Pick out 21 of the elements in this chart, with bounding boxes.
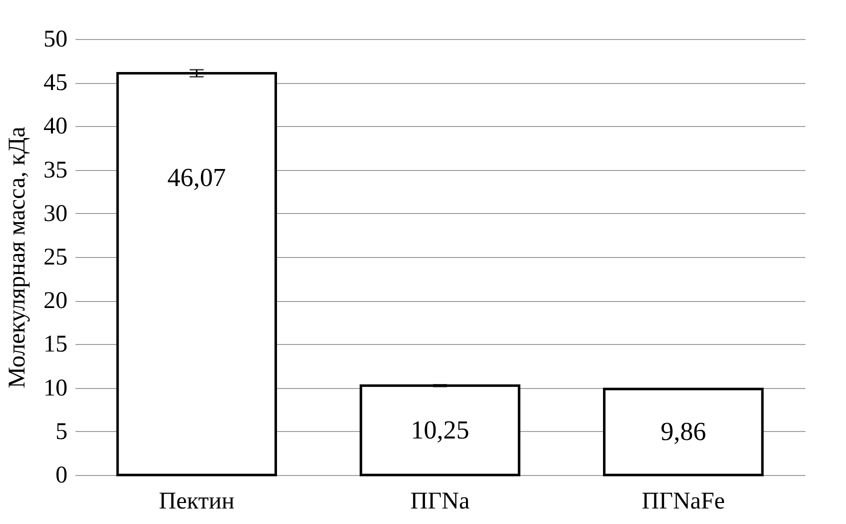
y-tick-label: 0	[56, 462, 68, 488]
y-axis-title: Молекулярная масса, кДа	[4, 126, 30, 388]
y-tick-label: 30	[44, 200, 68, 227]
data-label: 9,86	[660, 417, 706, 446]
y-tick-label: 5	[56, 418, 68, 445]
y-tick-label: 35	[44, 157, 68, 184]
bar	[116, 72, 277, 476]
x-tick-label: ПГNa	[410, 488, 470, 514]
y-tick-label: 50	[44, 26, 68, 52]
data-label: 10,25	[410, 415, 470, 444]
y-tick-label: 20	[44, 288, 68, 314]
x-tick-label: ПГNaFe	[642, 488, 725, 514]
y-tick-label: 40	[44, 114, 68, 140]
y-tick-label: 15	[44, 332, 68, 358]
data-label: 46,07	[167, 162, 226, 192]
x-tick-label: Пектин	[158, 488, 235, 514]
y-tick-label: 45	[44, 70, 68, 96]
bar	[360, 384, 520, 476]
bar	[603, 388, 764, 476]
y-tick-label: 25	[44, 244, 68, 270]
y-tick-label: 10	[44, 375, 68, 402]
